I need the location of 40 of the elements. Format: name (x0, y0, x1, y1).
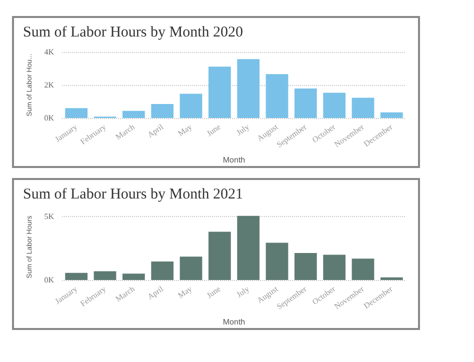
bar (151, 261, 174, 280)
x-tick-label: June (205, 284, 223, 300)
y-tick-label: 0K (44, 114, 54, 122)
bar (180, 256, 202, 280)
bar (94, 271, 116, 280)
bar (65, 272, 88, 280)
bar (352, 258, 374, 280)
bar (122, 110, 145, 118)
bar (266, 74, 288, 118)
bar (208, 66, 231, 118)
bar (294, 88, 317, 118)
x-tick-label: April (146, 122, 166, 140)
x-tick-label: June (205, 122, 223, 138)
x-axis-title: Month (222, 318, 246, 326)
x-tick-label: May (176, 122, 194, 138)
x-axis-title: Month (222, 156, 246, 164)
bar (122, 274, 145, 280)
bar (323, 92, 346, 118)
x-tick-label: July (234, 284, 251, 300)
bar (266, 242, 288, 280)
bar (208, 232, 231, 280)
y-tick-label: 2K (44, 80, 54, 90)
bar (237, 59, 260, 118)
bar (380, 277, 403, 280)
bar (237, 216, 260, 280)
x-tick-label: July (234, 122, 251, 138)
bar (180, 94, 202, 118)
chart-title: Sum of Labor Hours by Month 2021 (23, 186, 243, 202)
bar (323, 254, 346, 280)
x-tick-label: May (176, 284, 194, 300)
y-tick-label: 5K (44, 212, 54, 222)
bar (352, 98, 374, 118)
y-tick-label: 0K (44, 276, 54, 284)
bar (380, 112, 403, 118)
bar (151, 104, 174, 118)
y-tick-label: 4K (44, 48, 54, 56)
x-tick-label: April (146, 284, 166, 302)
bar (65, 108, 88, 118)
bar (294, 252, 317, 280)
chart-title: Sum of Labor Hours by Month 2020 (23, 24, 243, 40)
